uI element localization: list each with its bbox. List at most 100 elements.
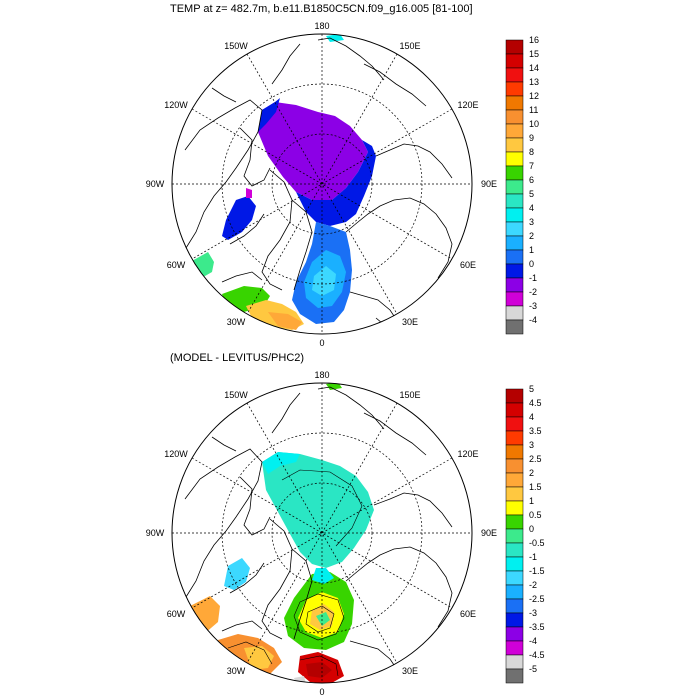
field-arctic-edge xyxy=(262,452,300,474)
field-baffin-purple xyxy=(246,188,252,198)
colorbar-swatch xyxy=(505,654,524,670)
colorbar-swatch xyxy=(505,486,524,502)
colorbar-swatch xyxy=(505,221,524,237)
lon-label-90e: 90E xyxy=(481,179,497,189)
colorbar-label: 5 xyxy=(529,189,534,199)
colorbar-swatch xyxy=(505,668,524,684)
colorbar-swatch xyxy=(505,584,524,600)
panel-title-temp: TEMP at z= 482.7m, b.e11.B1850C5CN.f09_g… xyxy=(170,3,473,15)
colorbar-label: 10 xyxy=(529,119,539,129)
lon-label-150e: 150E xyxy=(399,41,420,51)
colorbar-label: 14 xyxy=(529,63,539,73)
colorbar-swatch xyxy=(505,291,524,307)
colorbar-label: 1 xyxy=(529,496,534,506)
lon-label-120e: 120E xyxy=(457,100,478,110)
field-nordic-cold-core xyxy=(316,612,330,626)
lon-label-180: 180 xyxy=(314,370,329,380)
colorbar-swatch xyxy=(505,430,524,446)
colorbar-swatch xyxy=(505,388,524,404)
lon-label-60w: 60W xyxy=(167,260,186,270)
lon-label-60e: 60E xyxy=(460,260,476,270)
lon-label-60e: 60E xyxy=(460,609,476,619)
colorbar-label: 2 xyxy=(529,468,534,478)
colorbar-label: -1 xyxy=(529,273,537,283)
colorbar-label: 4.5 xyxy=(529,398,542,408)
colorbar-swatch xyxy=(505,95,524,111)
colorbar-swatch xyxy=(505,612,524,628)
colorbar-label: 3 xyxy=(529,217,534,227)
colorbar-swatch xyxy=(505,207,524,223)
coastlines xyxy=(184,386,453,672)
colorbar-label: -4.5 xyxy=(529,650,545,660)
lon-label-60w: 60W xyxy=(167,609,186,619)
colorbar-swatch xyxy=(505,305,524,321)
field-blue-rim-east xyxy=(296,126,376,226)
longitude-labels: 180 150W 150E 120W 120E 90W 90E 60W 60E … xyxy=(146,370,497,697)
colorbar-label: 8 xyxy=(529,147,534,157)
field-baffin-bay xyxy=(222,196,256,240)
colorbar-swatch xyxy=(505,277,524,293)
colorbar-swatch xyxy=(505,109,524,125)
colorbar-swatch xyxy=(505,500,524,516)
colorbar-swatch xyxy=(505,81,524,97)
colorbar-swatch xyxy=(505,542,524,558)
colorbar-swatch xyxy=(505,570,524,586)
colorbar-swatch xyxy=(505,640,524,656)
colorbar-swatch xyxy=(505,151,524,167)
colorbar-swatch xyxy=(505,137,524,153)
lon-label-180: 180 xyxy=(314,21,329,31)
colorbar-label: -4 xyxy=(529,636,537,646)
field-arctic-basin xyxy=(258,102,368,200)
lon-label-30e: 30E xyxy=(402,666,418,676)
colorbar-label: 0 xyxy=(529,259,534,269)
colorbar-label: -1.5 xyxy=(529,566,545,576)
field-baffin-bay xyxy=(224,558,250,590)
colorbar-label: 5 xyxy=(529,384,534,394)
colorbar-swatch xyxy=(505,53,524,69)
anomaly-contours xyxy=(227,469,363,677)
lon-label-90w: 90W xyxy=(146,528,165,538)
colorbar-label: 16 xyxy=(529,35,539,45)
panel-title-difference: (MODEL - LEVITUS/PHC2) xyxy=(170,352,305,364)
graticule xyxy=(172,383,472,683)
colorbar-label: -4 xyxy=(529,315,537,325)
map-panel-difference: 180 150W 150E 120W 120E 90W 90E 60W 60E … xyxy=(146,370,497,697)
lon-label-120w: 120W xyxy=(164,449,188,459)
colorbar-label: 7 xyxy=(529,161,534,171)
colorbar-label: 6 xyxy=(529,175,534,185)
field-arctic-basin xyxy=(262,452,374,568)
colorbar-swatch xyxy=(505,39,524,55)
field-pacific-patch xyxy=(326,34,344,42)
lon-label-0: 0 xyxy=(319,338,324,348)
lon-label-150w: 150W xyxy=(224,390,248,400)
lon-label-30e: 30E xyxy=(402,317,418,327)
colorbar-label: -2 xyxy=(529,580,537,590)
field-atlantic-darkred xyxy=(306,662,332,678)
lon-label-120e: 120E xyxy=(457,449,478,459)
colorbar-label: 2.5 xyxy=(529,454,542,464)
colorbar-label: -5 xyxy=(529,664,537,674)
colorbar-label: 12 xyxy=(529,91,539,101)
colorbar-label: 9 xyxy=(529,133,534,143)
colorbar-swatch xyxy=(505,249,524,265)
colorbar-label: 0.5 xyxy=(529,510,542,520)
lon-label-120w: 120W xyxy=(164,100,188,110)
lon-label-90w: 90W xyxy=(146,179,165,189)
colorbar-difference: 5 4.5 4 3.5 3 2.5 2 1.5 1 0.5 0 -0.5 -1 -1.5 -2 -2.5 -3 -… xyxy=(505,384,545,684)
colorbar-swatch xyxy=(505,235,524,251)
lon-label-150e: 150E xyxy=(399,390,420,400)
colorbar-swatch xyxy=(505,528,524,544)
colorbar-swatch xyxy=(505,598,524,614)
colorbar-label: -0.5 xyxy=(529,538,545,548)
map-panel-temperature: 180 150W 150E 120W 120E 90W 90E 60W 60E … xyxy=(146,21,497,348)
field-fram-cyan xyxy=(312,568,334,584)
colorbar-label: 4 xyxy=(529,203,534,213)
field-atlantic-yellow xyxy=(244,646,274,670)
colorbar-swatch xyxy=(505,123,524,139)
colorbar-swatch xyxy=(505,193,524,209)
colorbar-label: -1 xyxy=(529,552,537,562)
colorbar-label: 1 xyxy=(529,245,534,255)
colorbar-swatch xyxy=(505,263,524,279)
